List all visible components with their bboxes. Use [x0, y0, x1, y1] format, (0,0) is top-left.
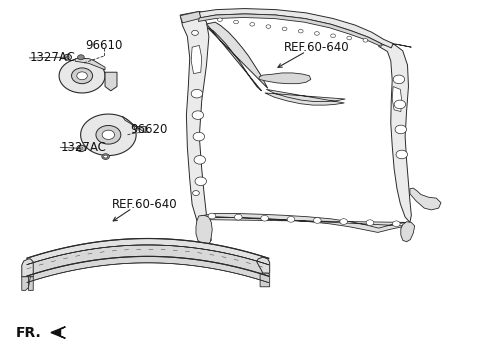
- Polygon shape: [81, 114, 136, 155]
- Text: REF.60-640: REF.60-640: [111, 198, 177, 211]
- Polygon shape: [51, 327, 65, 338]
- Circle shape: [395, 125, 407, 134]
- Circle shape: [393, 75, 405, 84]
- Text: 96610: 96610: [85, 39, 122, 52]
- Circle shape: [79, 147, 83, 150]
- Circle shape: [250, 23, 254, 26]
- Polygon shape: [22, 277, 28, 290]
- Circle shape: [234, 20, 239, 24]
- Circle shape: [192, 191, 199, 196]
- Polygon shape: [59, 59, 105, 93]
- Polygon shape: [75, 59, 105, 70]
- Circle shape: [78, 55, 84, 60]
- Circle shape: [193, 132, 204, 141]
- Circle shape: [331, 34, 336, 38]
- Circle shape: [192, 111, 204, 120]
- Polygon shape: [410, 188, 441, 210]
- Polygon shape: [206, 22, 268, 91]
- Circle shape: [195, 177, 206, 186]
- Polygon shape: [122, 116, 146, 133]
- Text: 1327AC: 1327AC: [60, 141, 107, 154]
- Circle shape: [102, 154, 109, 159]
- Polygon shape: [198, 14, 381, 46]
- Polygon shape: [265, 89, 345, 105]
- Polygon shape: [401, 222, 415, 242]
- Circle shape: [217, 18, 222, 22]
- Circle shape: [366, 220, 374, 225]
- Polygon shape: [22, 259, 33, 277]
- Polygon shape: [180, 11, 211, 244]
- Circle shape: [287, 216, 295, 222]
- Polygon shape: [191, 45, 202, 74]
- Circle shape: [340, 219, 348, 224]
- Polygon shape: [196, 215, 212, 244]
- Circle shape: [313, 218, 321, 223]
- Polygon shape: [260, 273, 270, 287]
- Polygon shape: [28, 277, 33, 290]
- Text: 96620: 96620: [131, 123, 168, 136]
- Circle shape: [396, 150, 408, 159]
- Circle shape: [261, 215, 268, 221]
- Circle shape: [77, 72, 87, 80]
- Polygon shape: [199, 9, 393, 48]
- Polygon shape: [392, 87, 402, 112]
- Circle shape: [64, 54, 72, 60]
- Text: FR.: FR.: [15, 326, 41, 340]
- Circle shape: [266, 25, 271, 28]
- Polygon shape: [379, 40, 411, 223]
- Circle shape: [72, 68, 93, 84]
- Circle shape: [394, 100, 406, 109]
- Circle shape: [208, 213, 216, 219]
- Circle shape: [77, 145, 85, 151]
- Circle shape: [393, 221, 400, 227]
- Circle shape: [96, 126, 121, 144]
- Circle shape: [314, 32, 319, 35]
- Text: REF.60-640: REF.60-640: [284, 41, 349, 54]
- Circle shape: [191, 89, 203, 98]
- Polygon shape: [180, 11, 214, 23]
- Polygon shape: [379, 41, 411, 47]
- Circle shape: [192, 31, 198, 36]
- Circle shape: [66, 56, 69, 59]
- Circle shape: [299, 29, 303, 33]
- Circle shape: [194, 155, 205, 164]
- Polygon shape: [105, 72, 117, 91]
- Circle shape: [363, 38, 368, 42]
- Polygon shape: [200, 214, 408, 232]
- Text: 1327AC: 1327AC: [29, 51, 75, 64]
- Circle shape: [282, 27, 287, 31]
- Polygon shape: [259, 73, 311, 84]
- Circle shape: [104, 155, 108, 158]
- Circle shape: [347, 36, 352, 40]
- Polygon shape: [257, 257, 270, 273]
- Circle shape: [102, 130, 115, 139]
- Circle shape: [234, 214, 242, 220]
